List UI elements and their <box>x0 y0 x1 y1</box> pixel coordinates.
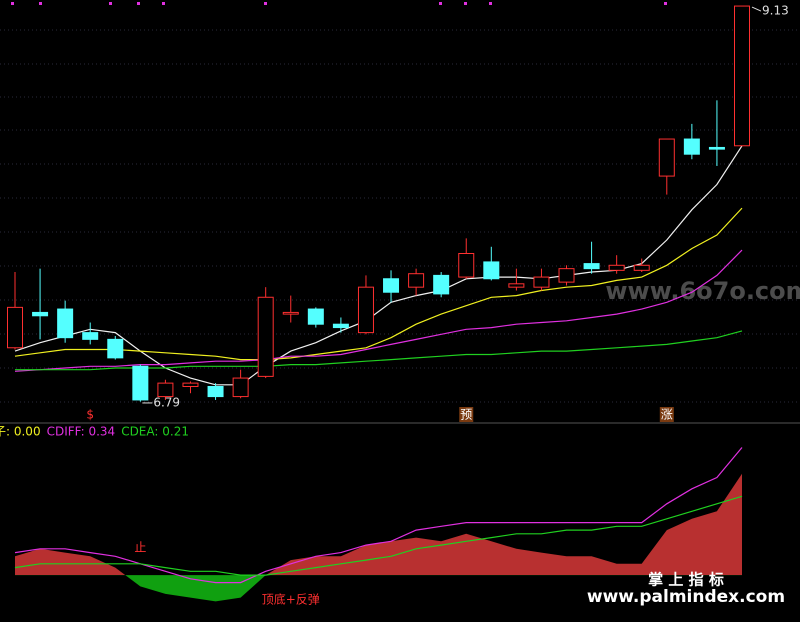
candle-body <box>383 278 400 293</box>
candle-body <box>508 283 525 288</box>
candle-body <box>408 273 425 288</box>
grid <box>0 29 800 403</box>
ma-line <box>14 145 743 386</box>
candle-body <box>734 5 750 147</box>
candle-body <box>633 264 650 271</box>
ma-line <box>14 207 743 361</box>
max-arrow <box>751 6 762 12</box>
max-label: 9.13 <box>762 4 789 18</box>
signal-box <box>459 407 474 422</box>
min-label: 6.79 <box>153 395 180 409</box>
watermark: 掌 上 指 标 <box>648 571 724 589</box>
candle-body <box>157 382 174 398</box>
candle-body <box>282 311 299 315</box>
indicator-legend: 子: 0.00 <box>0 425 41 439</box>
candle-body <box>533 276 550 288</box>
candle-body <box>32 311 49 317</box>
candle-body <box>7 306 23 349</box>
indicator-note: 顶底+反弹 <box>262 592 320 607</box>
candle-body <box>658 138 675 177</box>
candle-body <box>433 274 450 295</box>
signal-label: 预 <box>460 408 472 422</box>
indicator-note: 止 <box>134 541 146 555</box>
candle-body <box>583 263 600 270</box>
indicator-line <box>14 495 743 576</box>
signal-label: 涨 <box>661 407 673 422</box>
top-dots <box>11 2 667 5</box>
candle-body <box>257 296 274 377</box>
watermark: www.palmindex.com <box>587 587 785 607</box>
candle-body <box>307 308 324 325</box>
candle-body <box>357 286 374 334</box>
macd-area-positive <box>15 473 742 575</box>
candle-body <box>332 323 349 329</box>
signal-label: $ <box>86 408 94 422</box>
candle-body <box>458 253 475 278</box>
ma-line <box>14 249 743 372</box>
indicator-line <box>14 447 743 584</box>
macd-area-negative <box>15 575 742 602</box>
indicator-legend: CDEA: 0.21 <box>121 425 189 439</box>
candle-body <box>558 268 575 283</box>
candle-body <box>683 138 700 155</box>
candle-body <box>107 338 124 359</box>
candle-body <box>483 261 500 280</box>
candle-body <box>708 146 725 150</box>
watermark: www.6o7o.com <box>605 277 800 305</box>
indicator-legend: CDIFF: 0.34 <box>47 425 116 439</box>
candle-body <box>232 377 249 398</box>
candle-body <box>82 332 99 340</box>
candle-body <box>182 382 199 387</box>
candle-body <box>132 365 149 401</box>
signal-box <box>659 407 674 422</box>
candle-body <box>207 385 224 398</box>
candle-body <box>608 264 625 271</box>
candle-body <box>57 308 74 339</box>
